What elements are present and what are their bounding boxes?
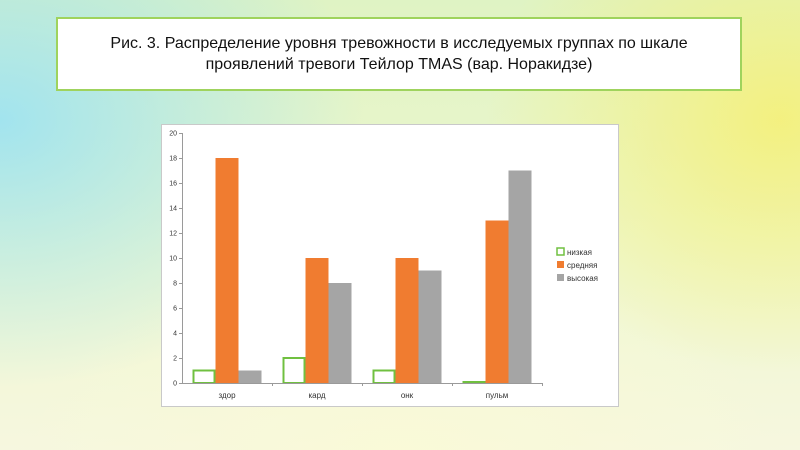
legend-label: высокая bbox=[567, 274, 598, 283]
bar-высокая-онк bbox=[418, 270, 442, 383]
chart-panel: 0 2 4 6 8 10 12 14 16 18 20 здор кард онк пульм низка… bbox=[161, 124, 619, 407]
y-tick-label: 18 bbox=[169, 156, 177, 163]
bar-chart: 0 2 4 6 8 10 12 14 16 18 20 здор кард онк пульм низка… bbox=[169, 131, 598, 401]
y-tick-label: 20 bbox=[169, 131, 177, 138]
legend: низкая средняя высокая bbox=[556, 247, 598, 283]
bar-высокая-пульм bbox=[508, 170, 532, 383]
bar-низкая-кард bbox=[282, 357, 306, 384]
category-label: кард bbox=[308, 391, 325, 400]
legend-swatch-низкая bbox=[556, 247, 565, 256]
y-tick-label: 14 bbox=[169, 206, 177, 213]
legend-label: средняя bbox=[567, 261, 597, 270]
y-tick-label: 0 bbox=[173, 381, 177, 388]
legend-label: низкая bbox=[567, 248, 592, 257]
bar-высокая-кард bbox=[328, 283, 352, 383]
y-tick-label: 10 bbox=[169, 256, 177, 263]
bar-средняя-здор bbox=[215, 158, 239, 383]
category-labels: здор кард онк пульм bbox=[218, 383, 543, 400]
y-tick-label: 8 bbox=[173, 281, 177, 288]
figure-caption: Рис. 3. Распределение уровня тревожности… bbox=[110, 35, 688, 73]
bar-низкая-здор bbox=[192, 369, 216, 384]
bar-средняя-онк bbox=[395, 258, 419, 383]
y-tick-label: 4 bbox=[173, 331, 177, 338]
category-label: пульм bbox=[486, 391, 509, 400]
bar-средняя-кард bbox=[305, 258, 329, 383]
y-axis-ticks: 0 2 4 6 8 10 12 14 16 18 20 bbox=[169, 131, 182, 388]
y-tick-label: 12 bbox=[169, 231, 177, 238]
category-label: онк bbox=[401, 391, 414, 400]
y-tick-label: 2 bbox=[173, 356, 177, 363]
legend-swatch-средняя bbox=[557, 261, 564, 268]
category-label: здор bbox=[218, 391, 236, 400]
bar-низкая-пульм bbox=[462, 381, 486, 384]
bars bbox=[192, 158, 532, 384]
y-tick-label: 6 bbox=[173, 306, 177, 313]
legend-swatch-высокая bbox=[557, 274, 564, 281]
bar-высокая-здор bbox=[238, 370, 262, 383]
bar-низкая-онк bbox=[372, 369, 396, 384]
figure-caption-box: Рис. 3. Распределение уровня тревожности… bbox=[56, 17, 742, 91]
bar-средняя-пульм bbox=[485, 220, 509, 383]
y-tick-label: 16 bbox=[169, 181, 177, 188]
